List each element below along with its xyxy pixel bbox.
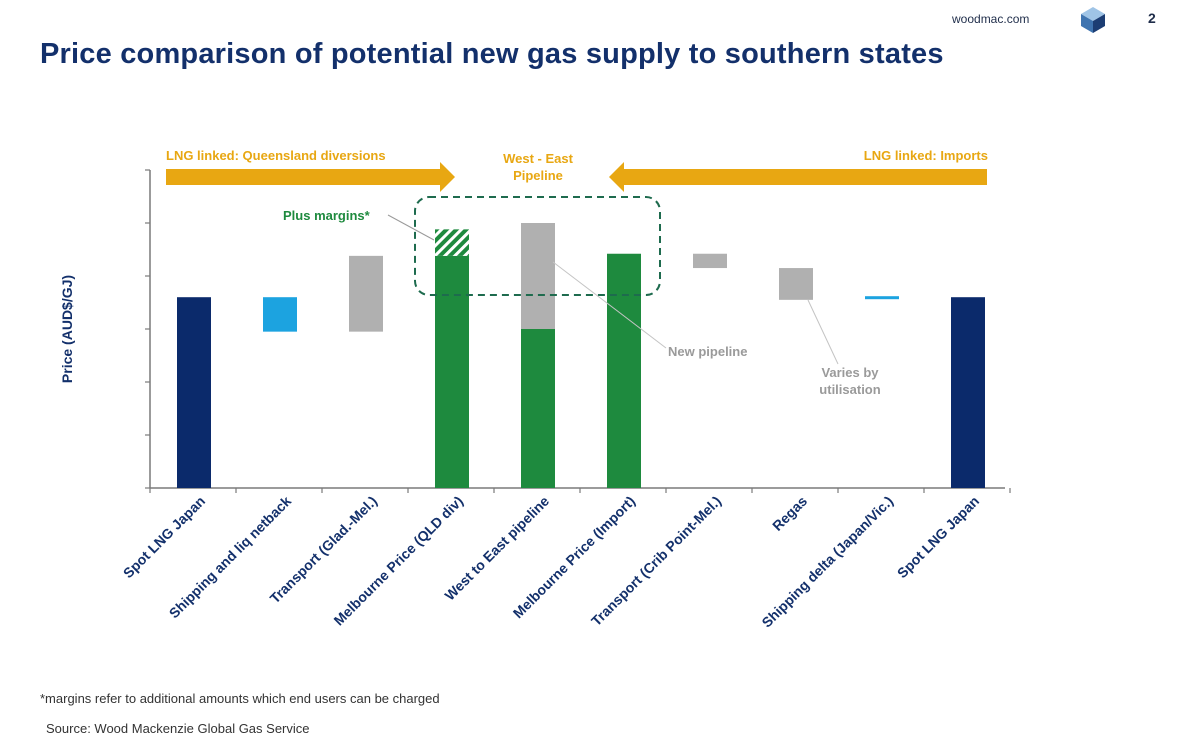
page-title: Price comparison of potential new gas su…	[40, 38, 944, 70]
category-label: Spot LNG Japan	[894, 493, 982, 581]
bar-10	[951, 297, 985, 488]
bar-8	[779, 268, 813, 300]
new-pipeline-leader	[552, 261, 667, 349]
bar-6	[607, 253, 641, 488]
brand-url[interactable]: woodmac.com	[952, 12, 1030, 26]
bar-1	[177, 297, 211, 488]
pipeline-label-line2: Pipeline	[513, 168, 563, 183]
varies-label-line1: Varies by	[821, 365, 879, 380]
plus-margins-leader	[387, 214, 435, 241]
arrow-label-qld: LNG linked: Queensland diversions	[166, 148, 386, 163]
varies-leader	[807, 299, 839, 365]
category-label: Regas	[769, 493, 810, 534]
bar-margin-hatch	[435, 229, 469, 256]
arrow-qld-diversions	[166, 162, 455, 192]
bar-5-segment-2	[521, 223, 555, 329]
page-number: 2	[1148, 10, 1156, 26]
arrow-label-imports: LNG linked: Imports	[864, 148, 988, 163]
bar-4	[435, 255, 469, 488]
bar-5-segment-1	[521, 329, 555, 488]
new-pipeline-label: New pipeline	[668, 344, 747, 359]
arrow-imports	[609, 162, 987, 192]
source-note: Source: Wood Mackenzie Global Gas Servic…	[46, 721, 310, 736]
woodmac-logo-icon	[1081, 7, 1105, 33]
plus-margins-label: Plus margins*	[283, 208, 371, 223]
bar-2	[263, 297, 297, 332]
bar-7	[693, 253, 727, 269]
category-label: Spot LNG Japan	[120, 493, 208, 581]
footnote: *margins refer to additional amounts whi…	[40, 691, 440, 706]
bar-9	[865, 296, 899, 300]
pipeline-label-line1: West - East	[503, 151, 574, 166]
highlight-box	[414, 196, 661, 296]
bar-3	[349, 255, 383, 332]
y-axis-label: Price (AUD$/GJ)	[59, 275, 75, 383]
varies-label-line2: utilisation	[819, 382, 880, 397]
